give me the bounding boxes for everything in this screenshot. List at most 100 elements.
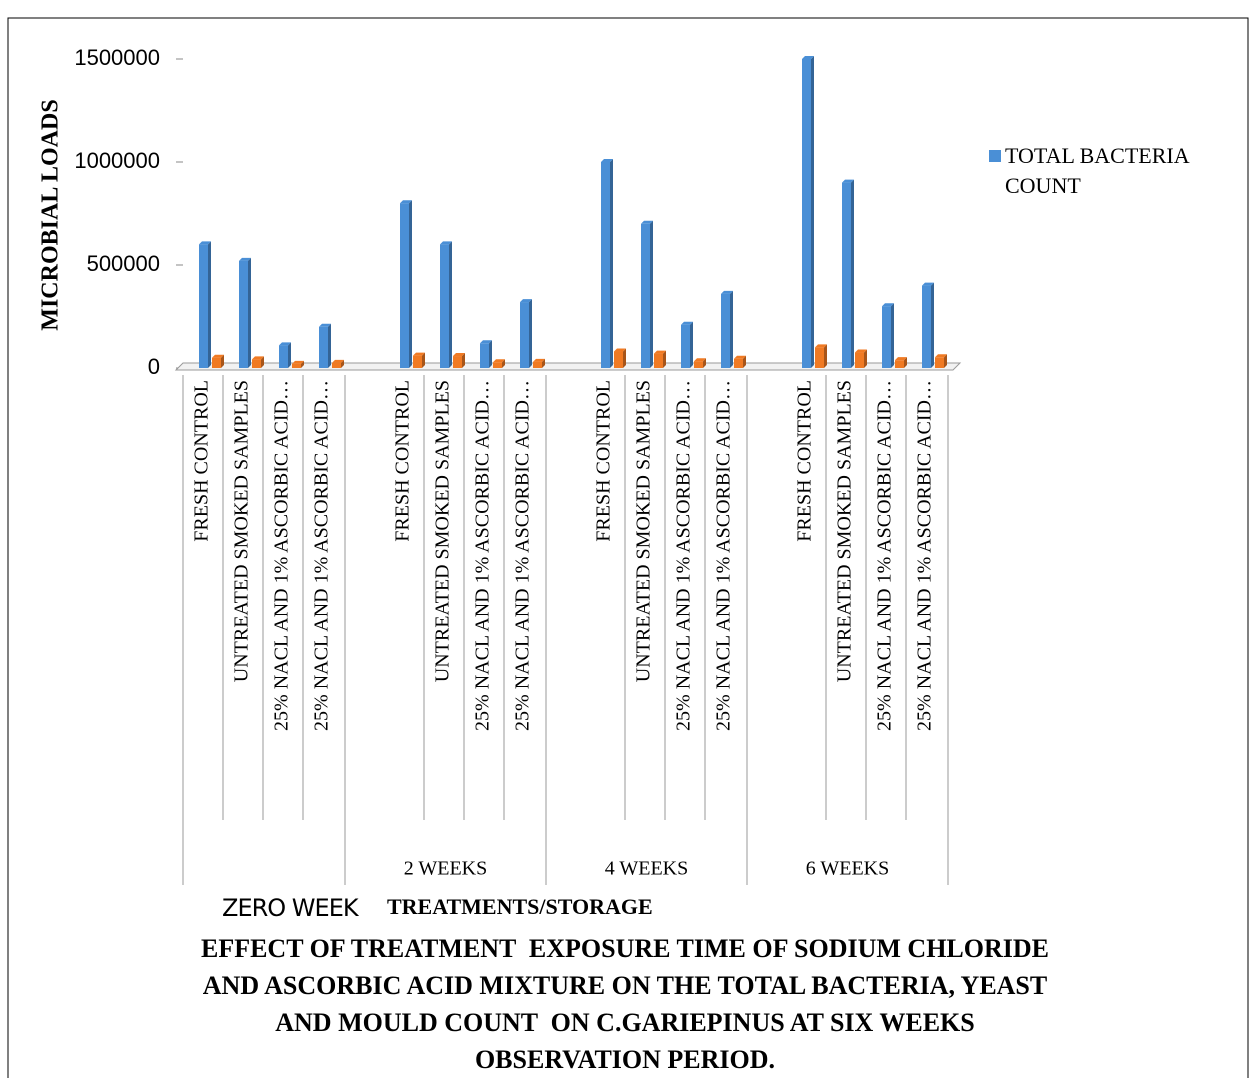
bar-top — [614, 348, 626, 352]
group-label: ZERO WEEK — [222, 894, 359, 922]
bar-side — [851, 179, 854, 368]
bar-top — [319, 323, 331, 327]
bar-top — [681, 321, 693, 325]
bar-side — [529, 299, 532, 368]
bar — [212, 357, 221, 368]
bar-side — [824, 344, 827, 368]
bar — [855, 352, 864, 368]
bar-side — [904, 357, 907, 368]
x-tick-label: FRESH CONTROL — [593, 380, 615, 542]
bar — [279, 345, 288, 368]
bar-side — [261, 356, 264, 368]
bar — [882, 306, 891, 368]
bar-side — [221, 354, 224, 368]
bar-side — [248, 257, 251, 368]
y-tick-label: 500000 — [87, 251, 160, 276]
bar-top — [694, 358, 706, 362]
bar-side — [663, 350, 666, 368]
bar — [332, 362, 341, 368]
x-tick-label: 25% NACL AND 1% ASCORBIC ACID… — [512, 380, 534, 731]
bar-top — [922, 282, 934, 286]
y-tick-label: 1000000 — [74, 148, 160, 173]
bar — [440, 244, 449, 368]
bar-top — [641, 220, 653, 224]
bar-top — [815, 344, 827, 348]
bar — [802, 59, 811, 368]
bar — [199, 244, 208, 368]
bar-top — [239, 257, 251, 261]
bar — [842, 182, 851, 368]
bar-top — [212, 354, 224, 358]
bar — [400, 203, 409, 368]
bar — [453, 356, 462, 368]
bar-side — [730, 290, 733, 368]
bar-top — [252, 356, 264, 360]
x-tick-label: FRESH CONTROL — [392, 380, 414, 542]
bar — [493, 362, 502, 368]
x-tick-label: 25% NACL AND 1% ASCORBIC ACID… — [472, 380, 494, 731]
bar — [922, 285, 931, 368]
x-axis-title: TREATMENTS/STORAGE — [387, 894, 653, 919]
bar — [292, 363, 301, 368]
bar-top — [654, 350, 666, 354]
bar-top — [520, 299, 532, 303]
x-tick-label: FRESH CONTROL — [794, 380, 816, 542]
bar-top — [480, 340, 492, 344]
bar — [694, 361, 703, 368]
bar-side — [690, 321, 693, 368]
bar — [721, 293, 730, 368]
bar-side — [301, 360, 304, 368]
bar-side — [864, 349, 867, 368]
bar-side — [944, 354, 947, 368]
x-tick-label: FRESH CONTROL — [191, 380, 213, 542]
x-tick-label: UNTREATED SMOKED SAMPLES — [633, 380, 655, 682]
bar-side — [811, 56, 814, 368]
bar — [480, 343, 489, 368]
bar-side — [743, 355, 746, 368]
bar-top — [292, 360, 304, 364]
bar-side — [489, 340, 492, 368]
bar-side — [931, 282, 934, 368]
x-tick-label: 25% NACL AND 1% ASCORBIC ACID… — [874, 380, 896, 731]
bar — [239, 260, 248, 368]
bar — [252, 359, 261, 368]
bar-top — [895, 357, 907, 361]
bar-side — [891, 303, 894, 368]
bar-side — [208, 241, 211, 368]
y-tick-label: 0 — [148, 354, 160, 379]
bar-top — [855, 349, 867, 353]
bar — [895, 360, 904, 368]
x-tick-label: UNTREATED SMOKED SAMPLES — [834, 380, 856, 682]
bar-side — [328, 323, 331, 368]
bar-top — [279, 342, 291, 346]
bar-top — [413, 352, 425, 356]
bar — [654, 353, 663, 368]
bar-side — [449, 241, 452, 368]
bar — [734, 358, 743, 368]
x-tick-label: 25% NACL AND 1% ASCORBIC ACID… — [271, 380, 293, 731]
bar-top — [842, 179, 854, 183]
bar-top — [440, 241, 452, 245]
chart-title: EFFECT OF TREATMENT EXPOSURE TIME OF SOD… — [200, 934, 1061, 1074]
group-label: 2 WEEKS — [404, 858, 488, 880]
bar-side — [623, 348, 626, 368]
bar-top — [721, 290, 733, 294]
x-tick-label: 25% NACL AND 1% ASCORBIC ACID… — [713, 380, 735, 731]
bar-top — [400, 200, 412, 204]
bar-top — [601, 159, 613, 162]
bar-top — [453, 353, 465, 357]
bar — [935, 357, 944, 368]
legend: TOTAL BACTERIA COUNT — [989, 141, 1245, 201]
x-tick-label: 25% NACL AND 1% ASCORBIC ACID… — [311, 380, 333, 731]
bar-top — [533, 358, 545, 362]
y-axis-title: MICROBIAL LOADS — [38, 99, 64, 330]
bar — [533, 361, 542, 368]
y-tick-label: 1500000 — [74, 45, 160, 70]
x-tick-label: UNTREATED SMOKED SAMPLES — [231, 380, 253, 682]
bar-top — [493, 359, 505, 363]
bar-side — [502, 359, 505, 368]
bar — [815, 347, 824, 368]
bar — [413, 355, 422, 368]
